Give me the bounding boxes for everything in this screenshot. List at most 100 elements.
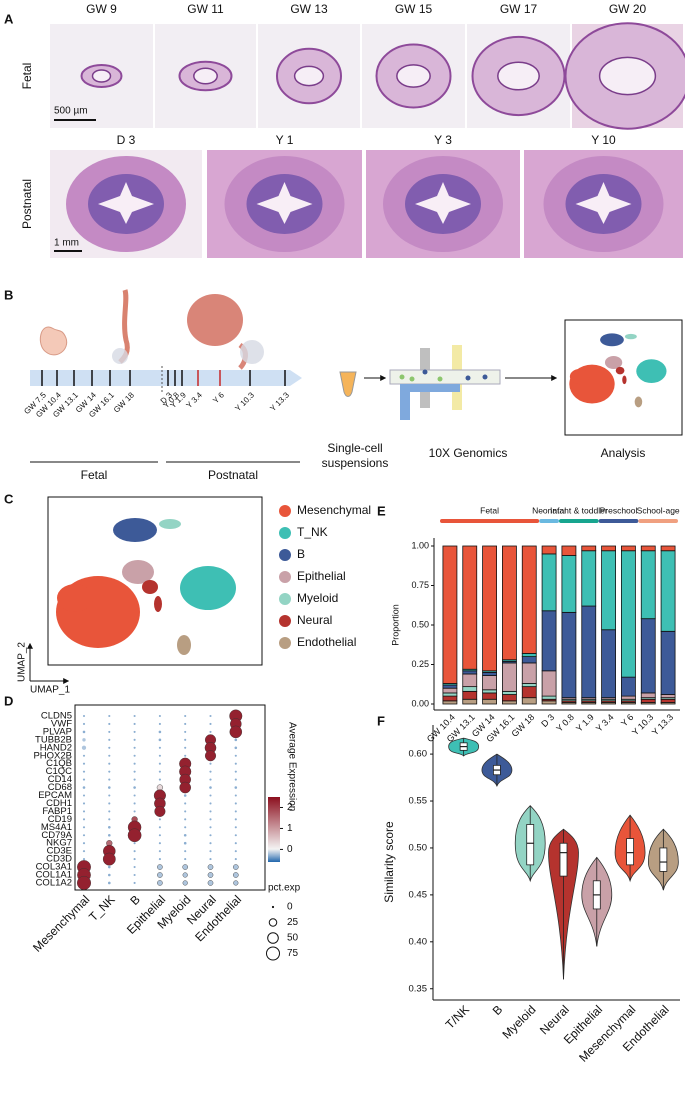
bar-segment (541, 545, 557, 555)
cell-cluster (113, 518, 157, 542)
axis-title: Proportion (390, 604, 400, 646)
dot (158, 714, 161, 718)
group-label: Neonatal (532, 505, 566, 515)
panel-label: E (377, 503, 386, 518)
gene-label: COL1A1 (36, 870, 72, 881)
stage-label: D 3 (117, 133, 136, 147)
dot (127, 828, 142, 843)
dot (133, 730, 136, 733)
row-label: Postnatal (20, 179, 34, 229)
step-label: suspensions (322, 456, 389, 470)
period-label: Postnatal (208, 468, 258, 482)
gene-label: CD19 (48, 814, 72, 825)
dot (154, 805, 166, 817)
bead (437, 376, 443, 382)
cell-cluster (636, 359, 667, 384)
dot (182, 880, 188, 886)
dot (108, 770, 111, 773)
box (659, 847, 668, 872)
gene-label: PLVAP (43, 726, 72, 737)
dot (234, 858, 237, 861)
bar-segment (521, 686, 537, 699)
gene-label: C1QB (46, 758, 72, 769)
dot (234, 802, 237, 805)
dot (234, 842, 237, 845)
step-label: Analysis (601, 446, 646, 460)
lumen (193, 67, 218, 85)
bar-segment (621, 545, 636, 552)
bar-segment (442, 687, 458, 694)
group-label: T_NK (86, 892, 118, 924)
legend-label: B (297, 547, 305, 561)
bead (465, 375, 471, 381)
dot (82, 722, 86, 726)
lumen (598, 56, 657, 96)
dot (82, 738, 86, 742)
stage-label: Y 10 (591, 133, 616, 147)
dot (158, 746, 161, 749)
y-tick-label: 0.35 (409, 983, 428, 994)
legend-label: Myeloid (297, 591, 338, 605)
dot (234, 754, 237, 757)
dot (82, 762, 86, 765)
gene-label: CD79A (41, 830, 72, 841)
dot (108, 833, 111, 837)
dot (209, 802, 212, 805)
dot (108, 730, 111, 733)
timeline (30, 370, 302, 386)
dot (209, 778, 212, 781)
bar-segment (482, 689, 497, 694)
gene-label: NKG7 (46, 838, 72, 849)
dot (184, 738, 187, 741)
dot (207, 880, 214, 886)
lumen (256, 182, 313, 224)
legend-swatch (279, 615, 291, 627)
dot (158, 762, 161, 765)
dot (209, 826, 212, 829)
dot (209, 834, 212, 837)
gene-label: CD14 (48, 774, 72, 785)
dotplot-box (74, 704, 266, 891)
dot (234, 770, 237, 773)
dot (232, 864, 239, 870)
timepoint-label: Y 10.3 (233, 390, 256, 413)
dot (133, 858, 136, 861)
stage-label: GW 20 (609, 2, 647, 16)
dot (133, 810, 136, 813)
dot (82, 842, 86, 845)
bar-segment (462, 670, 478, 675)
cell-cluster (600, 333, 624, 347)
cell-cluster (180, 566, 236, 610)
bar-segment (482, 675, 497, 691)
size-legend-label: 75 (287, 948, 299, 959)
group-label: Preschool (600, 505, 638, 515)
dot (133, 802, 136, 805)
bar-segment (442, 692, 458, 697)
colorbar (268, 797, 280, 862)
dot (108, 810, 111, 813)
dot (184, 754, 187, 757)
colorbar-label: 0 (287, 844, 293, 855)
y-tick-label: 0.50 (409, 842, 428, 853)
bar-segment (502, 662, 517, 692)
lumen (293, 65, 325, 87)
x-tick-label: Myeloid (499, 1002, 538, 1041)
intestine-icon (187, 294, 243, 346)
bar-segment (502, 545, 517, 661)
bar-segment (521, 697, 537, 705)
dot (133, 881, 136, 885)
bar-segment (502, 694, 517, 702)
bar-segment (541, 610, 557, 672)
stage-label: GW 13 (290, 2, 328, 16)
cell-cluster (142, 580, 158, 594)
cell-cluster (159, 519, 181, 529)
legend-swatch (279, 637, 291, 649)
dot (133, 754, 136, 757)
bar-segment (541, 695, 557, 700)
dot (108, 786, 111, 789)
panel-label: F (377, 713, 385, 728)
size-title: pct.exp (268, 883, 301, 894)
dot (81, 745, 87, 750)
dot (158, 842, 161, 845)
dot (184, 802, 187, 805)
